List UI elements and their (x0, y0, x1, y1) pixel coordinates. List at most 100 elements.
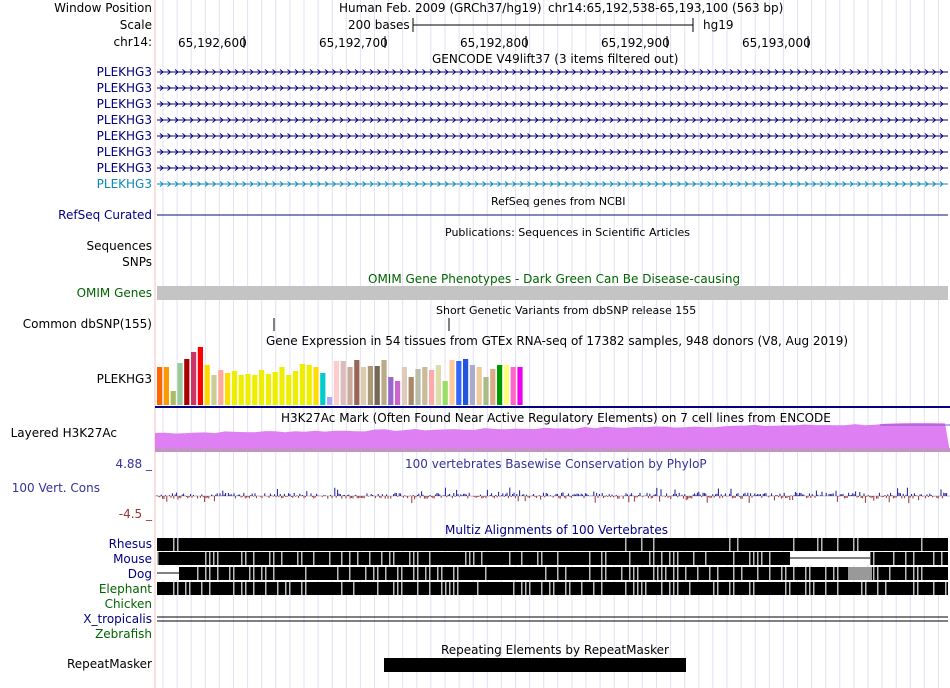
multiz-gap (265, 582, 267, 595)
multiz-gap (657, 567, 659, 580)
multiz-species-label[interactable]: Zebrafish (95, 627, 152, 641)
gtex-tissue-bar (517, 367, 523, 405)
multiz-gap (885, 582, 887, 595)
multiz-gap (349, 552, 351, 565)
multiz-gap (837, 538, 839, 551)
multiz-gap (877, 567, 879, 580)
gencode-features (157, 69, 948, 187)
publications-track-title[interactable]: Publications: Sequences in Scientific Ar… (445, 226, 690, 239)
multiz-gap (365, 567, 367, 580)
gtex-tissue-bar (367, 366, 373, 405)
multiz-gap (589, 567, 591, 580)
multiz-gap (733, 567, 735, 580)
multiz-gap (173, 538, 175, 551)
multiz-gap (661, 582, 663, 595)
rmsk-track-title[interactable]: Repeating Elements by RepeatMasker (441, 643, 669, 657)
cons-track-label[interactable]: 100 Vert. Cons (11, 481, 100, 495)
multiz-gap (445, 582, 447, 595)
multiz-gap (401, 567, 403, 580)
gencode-item-label[interactable]: PLEKHG3 (96, 177, 152, 191)
multiz-species-label[interactable]: X_tropicalis (83, 612, 152, 626)
gtex-tissue-bar (313, 367, 319, 405)
h3k27ac-track-label[interactable]: Layered H3K27Ac (10, 426, 117, 440)
cons-track-title[interactable]: 100 vertebrates Basewise Conservation by… (405, 457, 707, 471)
gencode-item-label[interactable]: PLEKHG3 (96, 81, 152, 95)
multiz-gap (601, 552, 603, 565)
multiz-species-label[interactable]: Chicken (104, 597, 152, 611)
multiz-gap (677, 567, 679, 580)
multiz-gap (677, 582, 679, 595)
gencode-item-label[interactable]: PLEKHG3 (96, 65, 152, 79)
ruler-tick-label: 65,192,600 (178, 36, 247, 50)
refseq-track-title[interactable]: RefSeq genes from NCBI (491, 195, 626, 208)
multiz-species-label[interactable]: Dog (127, 567, 152, 581)
multiz-gap (785, 582, 787, 595)
multiz-gap (457, 582, 459, 595)
gtex-tissue-bar (381, 360, 387, 405)
multiz-alignments (157, 538, 948, 622)
gtex-tissue-bar (272, 372, 278, 405)
omim-track-label[interactable]: OMIM Genes (76, 286, 152, 300)
dbsnp-track-label[interactable]: Common dbSNP(155) (22, 317, 152, 331)
multiz-gap (729, 538, 731, 551)
gtex-tissue-bar (463, 359, 469, 405)
multiz-gap (349, 567, 351, 580)
position-text: chr14:65,192,538-65,193,100 (563 bp) (548, 1, 784, 15)
gencode-item-label[interactable]: PLEKHG3 (96, 129, 152, 143)
multiz-gap (425, 567, 427, 580)
multiz-gap (429, 582, 431, 595)
h3k27ac-track-title[interactable]: H3K27Ac Mark (Often Found Near Active Re… (281, 411, 831, 425)
gencode-item-label[interactable]: PLEKHG3 (96, 145, 152, 159)
multiz-gap (865, 582, 867, 595)
multiz-gap (661, 552, 663, 565)
gtex-tissue-bar (333, 361, 339, 405)
multiz-gap (665, 567, 667, 580)
gtex-track-label[interactable]: PLEKHG3 (96, 372, 152, 386)
repeatmasker-feature (384, 658, 686, 672)
multiz-gap (297, 552, 299, 565)
publications-snps-label[interactable]: SNPs (122, 255, 152, 269)
multiz-gap (269, 552, 271, 565)
multiz-species-label[interactable]: Elephant (98, 582, 152, 596)
multiz-species-label[interactable]: Rhesus (108, 537, 152, 551)
multiz-gap (369, 552, 371, 565)
gtex-bars (157, 347, 523, 405)
multiz-gap (649, 552, 651, 565)
omim-track-title[interactable]: OMIM Gene Phenotypes - Dark Green Can Be… (368, 272, 741, 286)
gtex-tissue-bar (374, 366, 380, 405)
multiz-gap (825, 582, 827, 595)
publications-sequences-label[interactable]: Sequences (86, 239, 152, 253)
multiz-gap (289, 582, 291, 595)
multiz-gap (185, 582, 187, 595)
multiz-gap (281, 552, 283, 565)
dbsnp-track-title[interactable]: Short Genetic Variants from dbSNP releas… (436, 304, 697, 317)
multiz-gap (673, 582, 675, 595)
rmsk-track-label[interactable]: RepeatMasker (66, 657, 152, 671)
gtex-tissue-bar (286, 375, 292, 405)
gtex-tissue-bar (408, 377, 414, 405)
multiz-gap (913, 567, 915, 580)
h3k27ac-area (155, 423, 950, 452)
multiz-gap (709, 567, 711, 580)
multiz-gap (565, 567, 567, 580)
multiz-gap (429, 552, 431, 565)
gencode-item-label[interactable]: PLEKHG3 (96, 161, 152, 175)
gencode-track-title[interactable]: GENCODE V49lift37 (3 items filtered out) (432, 52, 679, 66)
gtex-tissue-bar (429, 370, 435, 405)
multiz-gap (177, 582, 179, 595)
multiz-gap (905, 567, 907, 580)
refseq-track-label[interactable]: RefSeq Curated (58, 208, 152, 222)
multiz-gap (261, 567, 263, 580)
multiz-gap (637, 567, 639, 580)
multiz-species-label[interactable]: Mouse (113, 552, 152, 566)
gencode-item-label[interactable]: PLEKHG3 (96, 113, 152, 127)
gtex-track-title[interactable]: Gene Expression in 54 tissues from GTEx … (266, 334, 849, 348)
strand-chevrons (159, 133, 944, 139)
gtex-tissue-bar (225, 373, 231, 405)
multiz-track-title[interactable]: Multiz Alignments of 100 Vertebrates (445, 523, 669, 537)
multiz-gap (453, 567, 455, 580)
gencode-item-label[interactable]: PLEKHG3 (96, 97, 152, 111)
multiz-gap (341, 582, 343, 595)
